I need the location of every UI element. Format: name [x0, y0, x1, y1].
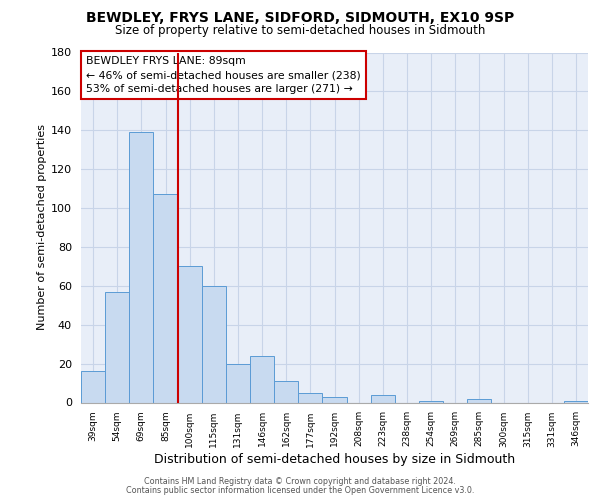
Bar	[419, 400, 443, 402]
Bar	[129, 132, 154, 402]
Bar	[202, 286, 226, 403]
Bar	[154, 194, 178, 402]
Bar	[322, 396, 347, 402]
Bar	[298, 393, 322, 402]
Bar	[250, 356, 274, 403]
Bar	[105, 292, 129, 403]
Bar	[371, 394, 395, 402]
X-axis label: Distribution of semi-detached houses by size in Sidmouth: Distribution of semi-detached houses by …	[154, 454, 515, 466]
Bar	[274, 381, 298, 402]
Text: Size of property relative to semi-detached houses in Sidmouth: Size of property relative to semi-detach…	[115, 24, 485, 37]
Text: Contains HM Land Registry data © Crown copyright and database right 2024.: Contains HM Land Registry data © Crown c…	[144, 477, 456, 486]
Text: BEWDLEY FRYS LANE: 89sqm
← 46% of semi-detached houses are smaller (238)
53% of : BEWDLEY FRYS LANE: 89sqm ← 46% of semi-d…	[86, 56, 361, 94]
Text: BEWDLEY, FRYS LANE, SIDFORD, SIDMOUTH, EX10 9SP: BEWDLEY, FRYS LANE, SIDFORD, SIDMOUTH, E…	[86, 11, 514, 25]
Bar	[467, 398, 491, 402]
Bar	[226, 364, 250, 403]
Bar	[564, 400, 588, 402]
Y-axis label: Number of semi-detached properties: Number of semi-detached properties	[37, 124, 47, 330]
Bar	[81, 372, 105, 402]
Bar	[178, 266, 202, 402]
Text: Contains public sector information licensed under the Open Government Licence v3: Contains public sector information licen…	[126, 486, 474, 495]
